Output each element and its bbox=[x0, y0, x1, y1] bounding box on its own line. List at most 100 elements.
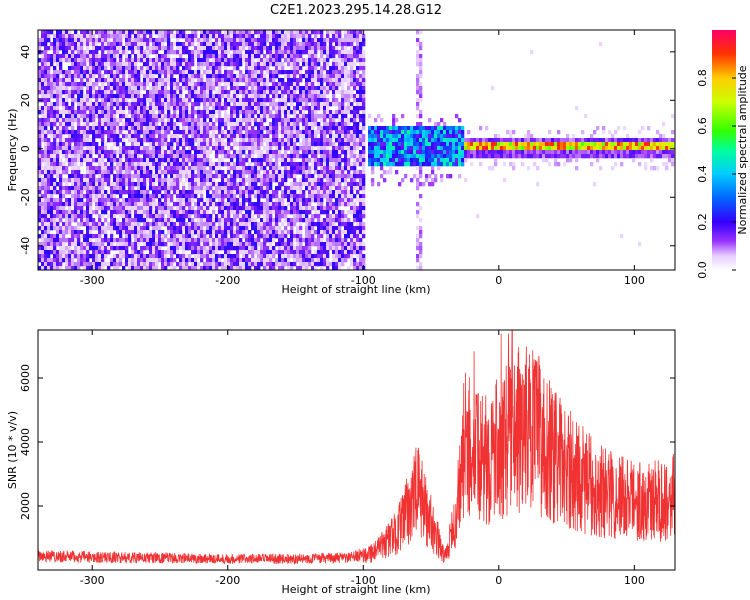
heatmap-cell bbox=[212, 146, 216, 151]
heatmap-cell bbox=[245, 214, 249, 219]
heatmap-cell bbox=[182, 206, 186, 211]
heatmap-cell bbox=[269, 186, 273, 191]
heatmap-cell bbox=[80, 50, 84, 55]
heatmap-cell bbox=[47, 142, 51, 147]
heatmap-cell bbox=[137, 150, 141, 155]
heatmap-cell bbox=[302, 106, 306, 111]
heatmap-cell bbox=[47, 234, 51, 239]
heatmap-cell bbox=[179, 266, 183, 270]
heatmap-cell bbox=[152, 30, 156, 35]
heatmap-cell bbox=[65, 58, 69, 63]
heatmap-cell bbox=[104, 42, 108, 47]
heatmap-cell bbox=[251, 34, 255, 39]
heatmap-cell bbox=[287, 258, 291, 263]
heatmap-cell bbox=[266, 218, 270, 223]
heatmap-cell bbox=[80, 106, 84, 111]
heatmap-cell bbox=[254, 150, 258, 155]
heatmap-cell bbox=[146, 238, 150, 243]
heatmap-cell bbox=[80, 82, 84, 87]
heatmap-cell bbox=[92, 254, 96, 259]
heatmap-cell bbox=[80, 254, 84, 259]
heatmap-cell bbox=[59, 38, 63, 43]
heatmap-cell bbox=[149, 114, 153, 119]
heatmap-cell bbox=[128, 58, 132, 63]
heatmap-cell bbox=[251, 146, 255, 151]
heatmap-cell bbox=[50, 46, 54, 51]
heatmap-cell bbox=[89, 202, 93, 207]
heatmap-cell bbox=[131, 262, 135, 267]
heatmap-cell bbox=[86, 46, 90, 51]
heatmap-cell bbox=[77, 86, 81, 91]
heatmap-cell bbox=[101, 206, 105, 211]
heatmap-cell bbox=[194, 122, 198, 127]
heatmap-cell bbox=[128, 214, 132, 219]
heatmap-cell bbox=[68, 178, 72, 183]
heatmap-cell bbox=[110, 86, 114, 91]
heatmap-cell bbox=[263, 90, 267, 95]
heatmap-cell bbox=[212, 230, 216, 235]
heatmap-cell bbox=[200, 258, 204, 263]
heatmap-cell bbox=[158, 102, 162, 107]
heatmap-cell bbox=[299, 30, 303, 35]
heatmap-cell bbox=[140, 218, 144, 223]
heatmap-cell bbox=[200, 122, 204, 127]
heatmap-cell bbox=[236, 94, 240, 99]
heatmap-cell bbox=[203, 166, 207, 171]
heatmap-cell bbox=[272, 74, 276, 79]
heatmap-cell bbox=[191, 170, 195, 175]
heatmap-cell bbox=[158, 46, 162, 51]
heatmap-cell bbox=[113, 138, 117, 143]
heatmap-cell bbox=[257, 74, 261, 79]
heatmap-cell bbox=[305, 230, 309, 235]
heatmap-cell bbox=[281, 66, 285, 71]
heatmap-cell bbox=[308, 222, 312, 227]
heatmap-cell bbox=[254, 42, 258, 47]
heatmap-cell bbox=[257, 202, 261, 207]
heatmap-cell bbox=[191, 238, 195, 243]
heatmap-cell bbox=[302, 214, 306, 219]
heatmap-cell bbox=[92, 38, 96, 43]
heatmap-cell bbox=[68, 198, 72, 203]
heatmap-cell bbox=[239, 150, 243, 155]
heatmap-cell bbox=[272, 170, 276, 175]
heatmap-cell bbox=[92, 158, 96, 163]
heatmap-cell bbox=[155, 42, 159, 47]
heatmap-cell bbox=[107, 34, 111, 39]
heatmap-cell bbox=[53, 94, 57, 99]
heatmap-cell bbox=[263, 102, 267, 107]
heatmap-cell bbox=[197, 74, 201, 79]
heatmap-cell bbox=[299, 134, 303, 139]
heatmap-cell bbox=[191, 126, 195, 131]
heatmap-cell bbox=[62, 38, 66, 43]
heatmap-cell bbox=[119, 226, 123, 231]
heatmap-cell bbox=[257, 178, 261, 183]
heatmap-cell bbox=[221, 78, 225, 83]
heatmap-cell bbox=[62, 46, 66, 51]
heatmap-cell bbox=[257, 190, 261, 195]
heatmap-cell bbox=[281, 198, 285, 203]
heatmap-cell bbox=[152, 142, 156, 147]
heatmap-cell bbox=[89, 194, 93, 199]
heatmap-cell bbox=[293, 190, 297, 195]
heatmap-cell bbox=[170, 62, 174, 67]
heatmap-cell bbox=[299, 170, 303, 175]
heatmap-cell bbox=[248, 186, 252, 191]
heatmap-cell bbox=[134, 254, 138, 259]
heatmap-cell bbox=[167, 170, 171, 175]
heatmap-cell bbox=[185, 82, 189, 87]
heatmap-cell bbox=[290, 218, 294, 223]
heatmap-cell bbox=[86, 34, 90, 39]
heatmap-cell bbox=[173, 138, 177, 143]
heatmap-cell bbox=[290, 134, 294, 139]
heatmap-cell bbox=[209, 214, 213, 219]
heatmap-cell bbox=[212, 130, 216, 135]
heatmap-cell bbox=[95, 178, 99, 183]
heatmap-cell bbox=[65, 98, 69, 103]
heatmap-cell bbox=[311, 134, 315, 139]
heatmap-cell bbox=[176, 78, 180, 83]
heatmap-cell bbox=[311, 106, 315, 111]
heatmap-cell bbox=[296, 114, 300, 119]
heatmap-cell bbox=[287, 142, 291, 147]
heatmap-cell bbox=[182, 262, 186, 267]
heatmap-cell bbox=[212, 222, 216, 227]
